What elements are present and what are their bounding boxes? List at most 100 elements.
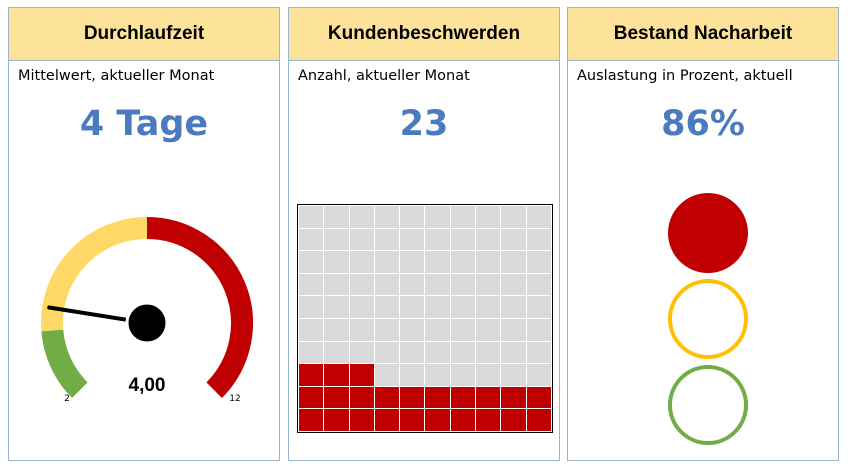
waffle-cell: [425, 273, 450, 296]
waffle-cell: [299, 386, 324, 409]
waffle-cell: [324, 228, 349, 251]
waffle-cell: [374, 296, 400, 318]
card-subtitle: Auslastung in Prozent, aktuell: [577, 68, 793, 84]
waffle-cell: [501, 386, 526, 409]
waffle-cell: [450, 228, 476, 251]
waffle-cell: [349, 206, 374, 228]
waffle-cell: [299, 319, 324, 341]
card-title: Durchlaufzeit: [9, 8, 279, 61]
waffle-cell: [349, 319, 374, 341]
waffle-cell: [299, 206, 324, 228]
gauge-band-green: [41, 329, 88, 398]
gauge-max-label: 12: [229, 394, 240, 404]
traffic-light-green: [668, 365, 748, 445]
waffle-cell: [400, 364, 425, 386]
traffic-light-red: [668, 193, 748, 273]
waffle-cell: [349, 364, 374, 386]
waffle-cell: [324, 206, 349, 228]
waffle-cell: [374, 341, 400, 364]
waffle-cell: [476, 409, 501, 431]
waffle-cell: [501, 273, 526, 296]
waffle-cell: [425, 251, 450, 273]
kpi-value: 86%: [661, 104, 745, 144]
card-title: Bestand Nacharbeit: [568, 8, 838, 61]
waffle-cell: [450, 319, 476, 341]
waffle-cell: [526, 228, 551, 251]
waffle-cell: [450, 206, 476, 228]
waffle-cell: [425, 409, 450, 431]
waffle-cell: [526, 386, 551, 409]
waffle-cell: [299, 409, 324, 431]
waffle-cell: [400, 341, 425, 364]
waffle-cell: [400, 273, 425, 296]
waffle-cell: [526, 251, 551, 273]
waffle-cell: [450, 409, 476, 431]
waffle-cell: [526, 364, 551, 386]
kpi-value: 23: [399, 104, 449, 144]
waffle-cell: [324, 409, 349, 431]
waffle-cell: [400, 206, 425, 228]
waffle-cell: [400, 409, 425, 431]
waffle-cell: [501, 341, 526, 364]
waffle-cell: [476, 319, 501, 341]
card-subtitle: Mittelwert, aktueller Monat: [18, 68, 215, 84]
gauge-value-label: 4,00: [129, 375, 166, 396]
waffle-cell: [450, 341, 476, 364]
waffle-chart: [297, 204, 553, 433]
waffle-cell: [425, 386, 450, 409]
waffle-cell: [450, 296, 476, 318]
waffle-cell: [324, 341, 349, 364]
waffle-cell: [349, 386, 374, 409]
waffle-cell: [374, 409, 400, 431]
waffle-cell: [450, 251, 476, 273]
waffle-cell: [526, 409, 551, 431]
waffle-cell: [526, 341, 551, 364]
card-subtitle: Anzahl, aktueller Monat: [298, 68, 470, 84]
waffle-cell: [299, 251, 324, 273]
gauge-chart: 4,00 2 12: [41, 217, 253, 404]
waffle-cell: [349, 273, 374, 296]
waffle-cell: [324, 273, 349, 296]
waffle-cell: [324, 251, 349, 273]
waffle-cell: [425, 319, 450, 341]
waffle-cell: [425, 341, 450, 364]
waffle-cell: [349, 251, 374, 273]
waffle-cell: [450, 273, 476, 296]
gauge-min-label: 2: [64, 394, 70, 404]
waffle-cell: [476, 341, 501, 364]
waffle-cell: [526, 273, 551, 296]
waffle-cell: [476, 273, 501, 296]
waffle-cell: [324, 319, 349, 341]
waffle-cell: [324, 386, 349, 409]
waffle-cell: [425, 364, 450, 386]
waffle-cell: [476, 206, 501, 228]
waffle-cell: [299, 341, 324, 364]
waffle-cell: [349, 296, 374, 318]
waffle-cell: [299, 228, 324, 251]
kpi-card-kundenbeschwerden: Kundenbeschwerden Anzahl, aktueller Mona…: [288, 7, 560, 461]
waffle-cell: [400, 251, 425, 273]
waffle-cell: [501, 251, 526, 273]
waffle-cell: [299, 296, 324, 318]
waffle-cell: [425, 206, 450, 228]
waffle-cell: [374, 386, 400, 409]
waffle-cell: [501, 319, 526, 341]
waffle-cell: [400, 319, 425, 341]
waffle-cell: [374, 206, 400, 228]
waffle-cell: [526, 206, 551, 228]
waffle-cell: [400, 386, 425, 409]
waffle-cell: [400, 228, 425, 251]
waffle-cell: [476, 251, 501, 273]
waffle-cell: [501, 206, 526, 228]
waffle-cell: [324, 364, 349, 386]
waffle-cell: [501, 409, 526, 431]
waffle-cell: [476, 364, 501, 386]
waffle-cell: [400, 296, 425, 318]
waffle-cell: [349, 341, 374, 364]
kpi-card-bestand-nacharbeit: Bestand Nacharbeit Auslastung in Prozent…: [567, 7, 839, 461]
gauge-band-red: [146, 217, 253, 398]
waffle-cell: [526, 296, 551, 318]
waffle-cell: [476, 228, 501, 251]
waffle-cell: [374, 273, 400, 296]
waffle-cell: [476, 296, 501, 318]
